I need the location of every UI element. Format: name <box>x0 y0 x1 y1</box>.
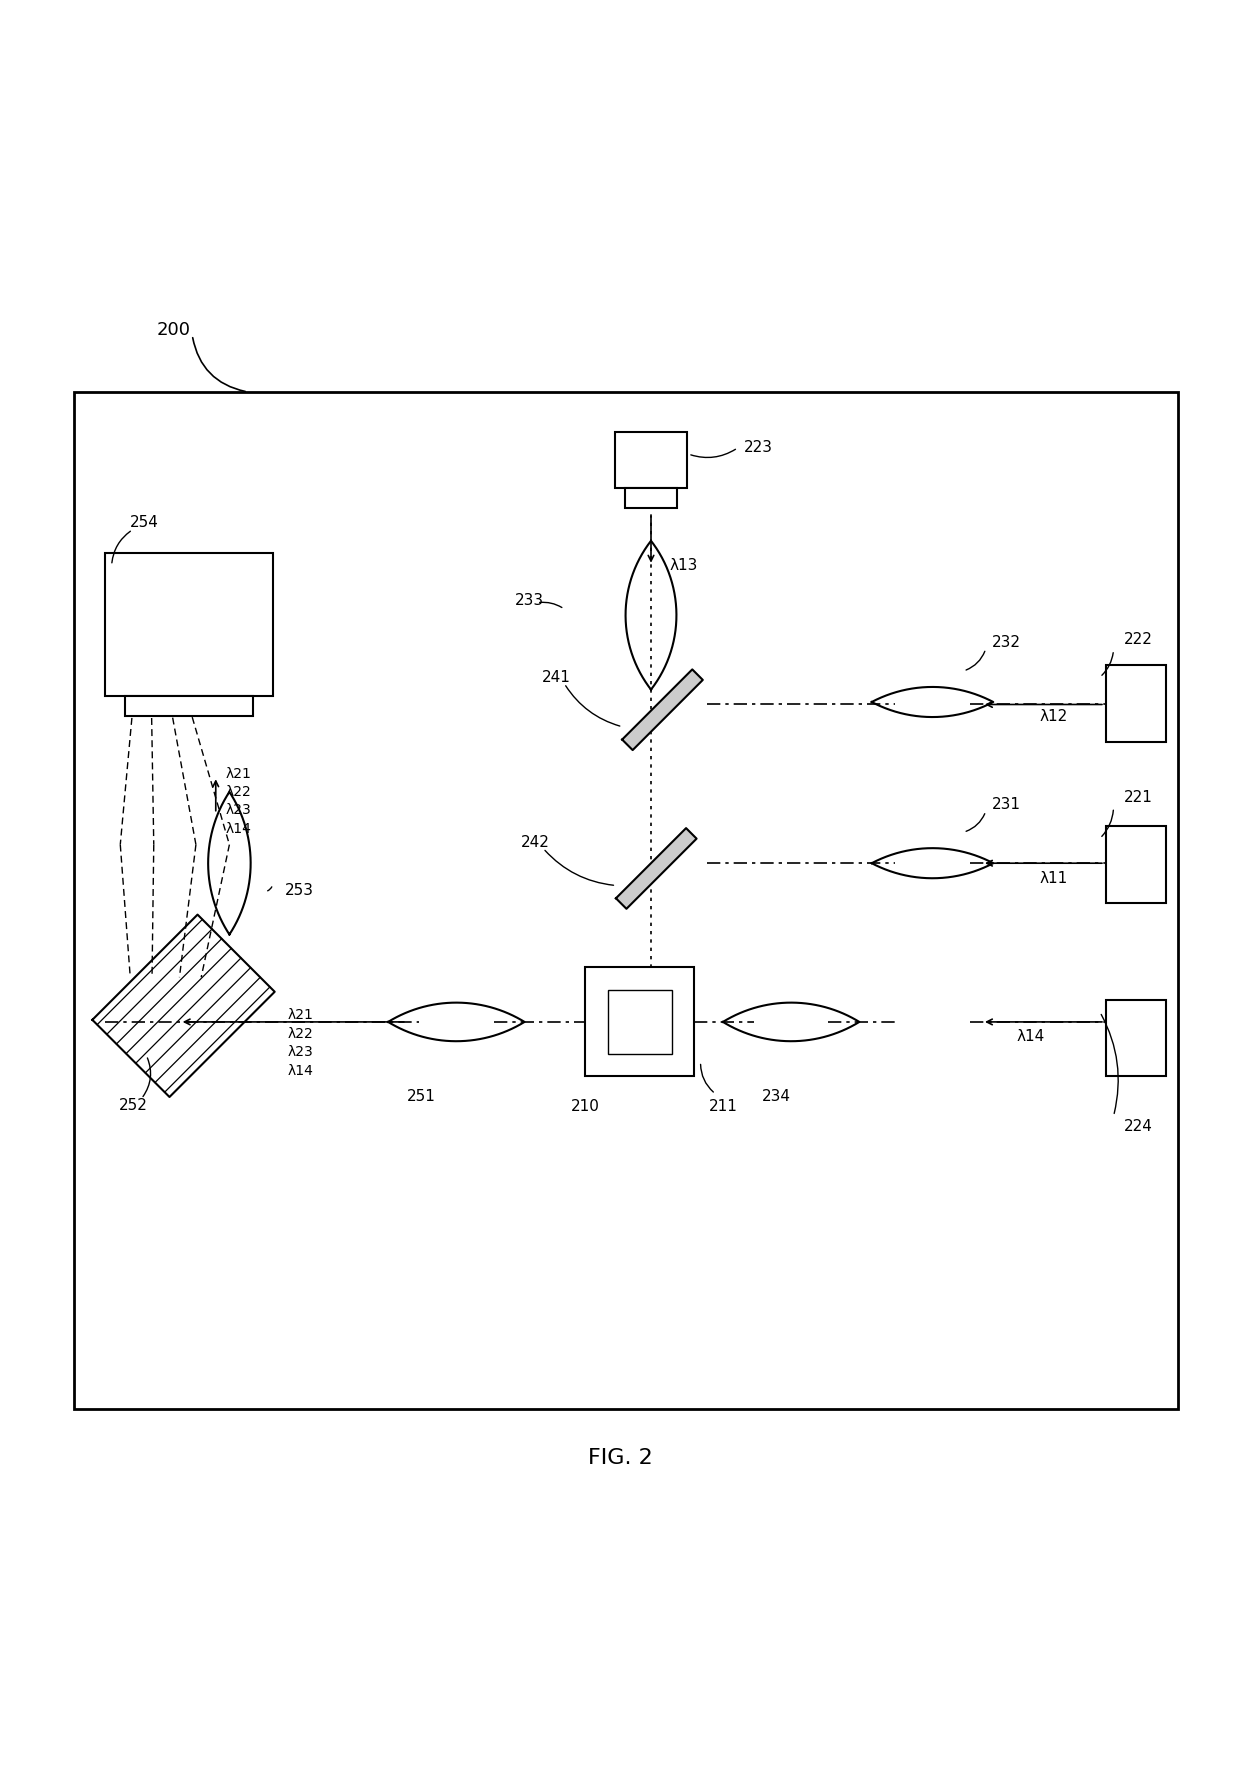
FancyBboxPatch shape <box>1106 826 1166 902</box>
Text: 241: 241 <box>542 670 570 686</box>
Text: λ11: λ11 <box>1039 870 1068 886</box>
Text: 232: 232 <box>992 636 1021 650</box>
Text: λ13: λ13 <box>670 558 698 574</box>
FancyBboxPatch shape <box>1106 664 1166 742</box>
Text: FIG. 2: FIG. 2 <box>588 1449 652 1469</box>
Text: 224: 224 <box>1123 1119 1153 1133</box>
Text: 251: 251 <box>407 1089 436 1105</box>
FancyBboxPatch shape <box>105 552 273 696</box>
Text: 253: 253 <box>285 883 314 899</box>
Polygon shape <box>622 670 703 749</box>
Text: 252: 252 <box>119 1098 148 1112</box>
FancyBboxPatch shape <box>585 968 694 1076</box>
Text: 233: 233 <box>515 593 543 607</box>
Text: λ21
λ22
λ23
λ14: λ21 λ22 λ23 λ14 <box>226 767 252 836</box>
Text: λ12: λ12 <box>1039 709 1068 725</box>
Text: 231: 231 <box>992 797 1021 812</box>
FancyBboxPatch shape <box>1106 1000 1166 1076</box>
Text: 242: 242 <box>521 835 549 849</box>
Text: λ14: λ14 <box>1017 1030 1045 1044</box>
Text: 222: 222 <box>1123 632 1153 648</box>
FancyBboxPatch shape <box>608 989 672 1055</box>
Text: 210: 210 <box>570 1099 600 1114</box>
FancyBboxPatch shape <box>625 488 677 508</box>
Polygon shape <box>616 828 697 909</box>
FancyBboxPatch shape <box>74 392 1178 1408</box>
Text: 234: 234 <box>761 1089 791 1105</box>
Text: 254: 254 <box>130 515 159 529</box>
FancyBboxPatch shape <box>615 432 687 488</box>
FancyBboxPatch shape <box>125 696 253 716</box>
Text: 223: 223 <box>744 440 773 455</box>
Text: λ21
λ22
λ23
λ14: λ21 λ22 λ23 λ14 <box>288 1009 314 1078</box>
Text: 200: 200 <box>156 321 191 339</box>
Text: 211: 211 <box>709 1099 738 1114</box>
Text: 221: 221 <box>1123 790 1153 805</box>
